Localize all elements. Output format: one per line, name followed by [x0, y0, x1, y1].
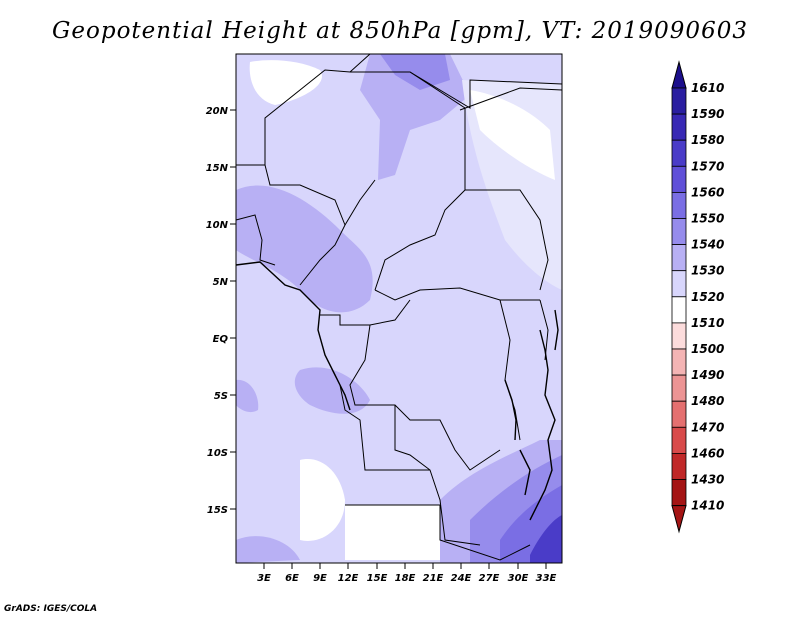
colorbar-top-arrow: [671, 60, 687, 89]
colorbar-label: 1610: [691, 81, 724, 95]
longitude-labels: 3E 6E 9E 12E 15E 18E 21E 24E 27E 30E 33E: [257, 573, 556, 584]
colorbar-swatch: [671, 400, 687, 428]
lat-label-20n: 20N: [206, 106, 229, 117]
lon-label-18e: 18E: [395, 573, 416, 584]
colorbar-swatch: [671, 139, 687, 167]
colorbar-swatch: [671, 270, 687, 298]
lon-label-12e: 12E: [338, 573, 359, 584]
lon-label-30e: 30E: [508, 573, 529, 584]
colorbar-swatch: [671, 113, 687, 141]
colorbar-swatch: [671, 191, 687, 219]
colorbar-label: 1510: [691, 316, 724, 330]
lon-label-27e: 27E: [479, 573, 500, 584]
colorbar-swatch: [671, 452, 687, 480]
height-field: [236, 54, 562, 563]
colorbar-label: 1490: [691, 368, 724, 382]
colorbar-swatch: [671, 165, 687, 193]
colorbar-swatch: [671, 322, 687, 350]
colorbar-bottom-arrow: [671, 505, 687, 534]
colorbar-label: 1550: [691, 212, 724, 226]
lat-label-15s: 15S: [207, 505, 228, 516]
lon-label-9e: 9E: [313, 573, 327, 584]
colorbar-label: 1500: [691, 342, 724, 356]
colorbar-swatch: [671, 218, 687, 246]
lon-label-3e: 3E: [257, 573, 271, 584]
longitude-axis: [263, 563, 547, 569]
colorbar-label: 1570: [691, 159, 724, 173]
colorbar: 1610 1590 1580 1570 1560 1550 1540 1530 1520 1510…: [671, 60, 724, 534]
colorbar-label: 1590: [691, 107, 724, 121]
lon-label-24e: 24E: [451, 573, 472, 584]
lat-label-eq: EQ: [213, 334, 229, 345]
lon-label-21e: 21E: [423, 573, 444, 584]
lon-label-33e: 33E: [536, 573, 557, 584]
colorbar-swatch: [671, 244, 687, 272]
colorbar-label: 1540: [691, 238, 724, 252]
lat-label-15n: 15N: [206, 163, 229, 174]
latitude-labels: 20N 15N 10N 5N EQ 5S 10S 15S: [206, 106, 229, 516]
lat-label-5s: 5S: [214, 391, 228, 402]
lat-label-10n: 10N: [206, 220, 229, 231]
lat-label-5n: 5N: [213, 277, 229, 288]
colorbar-label: 1430: [691, 473, 724, 487]
lon-label-15e: 15E: [367, 573, 388, 584]
colorbar-label: 1520: [691, 290, 724, 304]
colorbar-label: 1560: [691, 185, 724, 199]
colorbar-swatch: [671, 426, 687, 454]
coastline: [235, 261, 559, 521]
colorbar-label: 1470: [691, 420, 724, 434]
lat-label-10s: 10S: [207, 448, 228, 459]
chart-title: Geopotential Height at 850hPa [gpm], VT:…: [52, 18, 748, 44]
map-frame: [235, 53, 563, 564]
latitude-axis: [230, 109, 236, 510]
colorbar-swatch: [671, 348, 687, 376]
grads-credit: GrADS: IGES/COLA: [4, 604, 98, 614]
country-borders: [235, 53, 563, 561]
colorbar-label: 1580: [691, 133, 724, 147]
colorbar-swatch: [671, 296, 687, 324]
lon-label-6e: 6E: [285, 573, 299, 584]
colorbar-label: 1530: [691, 264, 724, 278]
colorbar-label: 1460: [691, 446, 724, 460]
colorbar-label: 1410: [691, 499, 724, 513]
colorbar-label: 1480: [691, 394, 724, 408]
colorbar-swatch: [671, 479, 687, 507]
colorbar-swatch: [671, 374, 687, 402]
colorbar-swatch: [671, 87, 687, 115]
